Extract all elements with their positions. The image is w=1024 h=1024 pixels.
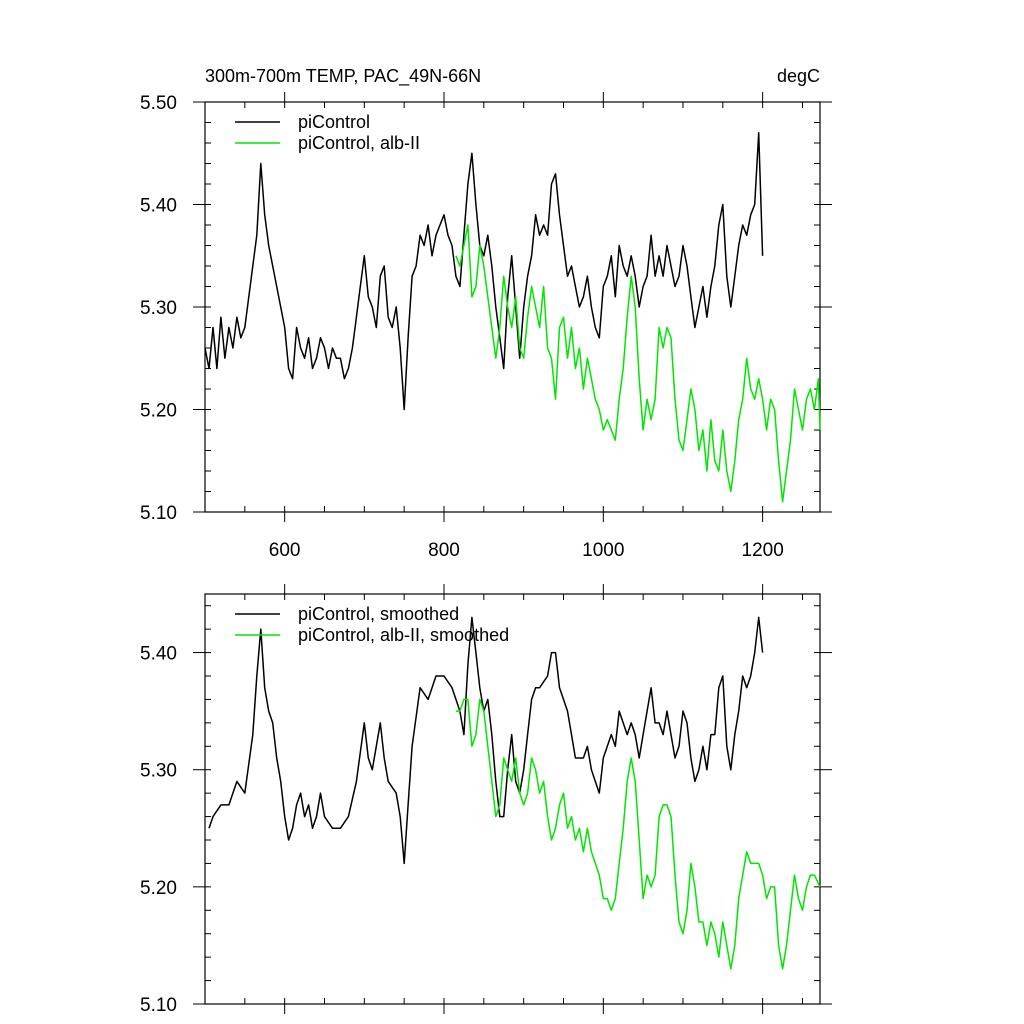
x-tick-label: 1000 [582, 540, 624, 561]
x-tick-label: 800 [428, 540, 460, 561]
units-label: degC [777, 66, 820, 86]
chart-title: 300m-700m TEMP, PAC_49N-66N [205, 66, 481, 87]
chart-panel-2: 5.10 5.20 5.30 5.40 piControl, smoothedpiCon… [140, 584, 832, 1016]
plot-frame [204, 101, 821, 513]
y-tick-label: 5.10 [140, 995, 177, 1016]
y-tick-label: 5.20 [140, 878, 177, 899]
y-tick-label: 5.20 [140, 401, 177, 422]
series-line-1 [208, 616, 764, 865]
legend-label: piControl, smoothed [298, 604, 459, 624]
series-line-2 [455, 224, 821, 503]
y-tick-label: 5.40 [140, 196, 177, 217]
y-tick-label: 5.30 [140, 298, 177, 319]
plot-frame [204, 593, 821, 1005]
series-line-2 [455, 698, 821, 970]
y-tick-label: 5.30 [140, 761, 177, 782]
series-line-1 [204, 132, 764, 411]
legend-label: piControl, alb-II [298, 133, 420, 153]
y-tick-label: 5.40 [140, 644, 177, 665]
x-tick-label: 600 [269, 540, 301, 561]
legend-label: piControl, alb-II, smoothed [298, 625, 509, 645]
chart-panel-1: 600 800 1000 1200 5.10 5.20 5.30 5.40 5.50 300m-7… [140, 66, 832, 561]
y-tick-label: 5.50 [140, 93, 177, 114]
x-tick-label: 1200 [742, 540, 784, 561]
y-tick-label: 5.10 [140, 503, 177, 524]
legend-label: piControl [298, 112, 370, 132]
